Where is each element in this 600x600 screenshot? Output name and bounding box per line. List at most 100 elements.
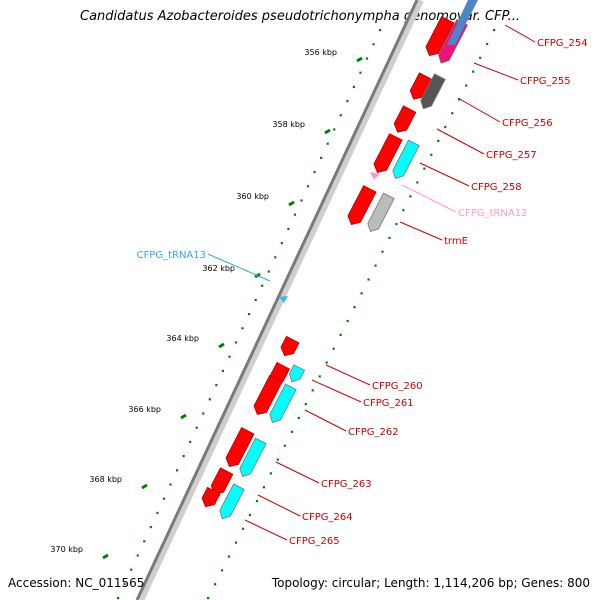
ruler-dot — [374, 264, 377, 267]
ruler-dot — [381, 250, 384, 253]
ruler-dot — [486, 42, 489, 46]
label-leader-line — [304, 409, 347, 432]
ruler-major-tick — [218, 342, 225, 349]
ruler-dot — [293, 213, 297, 216]
ruler-dot — [346, 100, 349, 103]
ruler-dot — [254, 298, 257, 301]
ruler-dot — [283, 444, 286, 447]
ruler-label-4: 364 kbp — [166, 334, 199, 343]
ruler-major-tick — [180, 413, 187, 420]
gene-layer — [201, 0, 478, 520]
ruler-dot — [234, 541, 238, 544]
feature-label-cfpg-258: CFPG_258 — [471, 182, 522, 193]
ruler-dot — [416, 181, 419, 184]
ruler-dot — [444, 125, 447, 129]
ruler-dot — [280, 242, 283, 245]
ruler-dot — [332, 347, 335, 350]
ruler-label-1: 358 kbp — [272, 120, 305, 129]
ruler-dot — [169, 483, 172, 486]
ruler-label-7: 370 kbp — [50, 545, 83, 554]
genome-summary-text: Topology: circular; Length: 1,114,206 bp… — [271, 576, 590, 590]
ruler-dot — [234, 341, 238, 344]
label-leader-line — [419, 162, 470, 187]
ruler-major-tick — [324, 128, 331, 135]
ruler-dot — [195, 426, 198, 429]
cds-forward-block — [373, 133, 403, 173]
ruler-dot — [493, 29, 496, 32]
ruler-dot — [306, 185, 310, 188]
feature-label-cfpg-255: CFPG_255 — [520, 76, 571, 87]
ruler-dot — [208, 398, 211, 401]
ruler-dot — [388, 236, 391, 240]
ruler-dot — [451, 112, 454, 115]
ruler-dot — [300, 199, 303, 202]
ruler-dot — [213, 583, 217, 586]
cds-reverse-block — [269, 383, 297, 424]
ruler-label-6: 368 kbp — [89, 475, 122, 484]
ruler-dot — [130, 568, 133, 571]
label-leader-line — [504, 24, 536, 43]
ruler-dot — [325, 361, 328, 364]
ruler-dot — [241, 527, 245, 530]
cds-reverse-block — [239, 437, 267, 478]
ruler-dot — [123, 582, 126, 585]
feature-label-cfpg-257: CFPG_257 — [486, 150, 537, 161]
ruler-dot — [117, 597, 120, 600]
label-leader-line — [473, 62, 519, 81]
label-leader-line — [401, 184, 457, 213]
cds-forward-block — [409, 72, 433, 100]
label-leader-line — [399, 221, 443, 241]
ruler-major-tick — [141, 483, 148, 490]
cds-forward-block — [280, 335, 300, 357]
ruler-dot — [359, 71, 362, 74]
ruler-dot — [207, 597, 210, 600]
feature-label-cfpg-261: CFPG_261 — [363, 398, 414, 409]
label-leader-line — [436, 128, 485, 155]
cds-reverse-block — [420, 73, 446, 110]
ruler-dot — [290, 430, 293, 433]
ruler-dot — [255, 500, 259, 503]
ruler-dot — [395, 222, 398, 226]
ruler-dot — [261, 284, 264, 287]
ruler-dot — [304, 403, 307, 406]
ruler-dot — [372, 43, 375, 46]
cds-forward-block — [210, 467, 234, 495]
ruler-dot — [365, 57, 369, 60]
ruler-dot — [248, 313, 251, 316]
ruler-dot — [287, 227, 290, 230]
ruler-dot — [333, 128, 336, 131]
ruler-dot — [472, 70, 475, 73]
ruler-dot — [379, 29, 382, 32]
ruler-dot — [175, 469, 179, 472]
ruler-dot — [241, 327, 244, 330]
label-leader-line — [207, 253, 271, 282]
label-leader-line — [325, 364, 371, 386]
ruler-dot — [248, 513, 252, 517]
cds-forward-block — [393, 105, 417, 133]
feature-label-cfpg-254: CFPG_254 — [537, 38, 588, 49]
feature-label-cfpg-263: CFPG_263 — [321, 479, 372, 490]
label-leader-line — [311, 379, 362, 403]
ruler-dot — [346, 319, 349, 323]
ruler-dot — [339, 114, 342, 117]
ruler-dot — [402, 209, 405, 212]
ruler-dot — [143, 540, 146, 543]
ruler-dot — [262, 486, 266, 489]
ruler-major-tick — [356, 56, 363, 63]
ruler-dot — [267, 270, 270, 273]
ruler-dot — [156, 511, 159, 514]
ruler-label-0: 356 kbp — [304, 48, 337, 57]
ruler-dot — [360, 292, 363, 295]
ruler-layer: 356 kbp 358 kbp 360 kbp 362 kbp 364 kbp 366 k… — [50, 29, 496, 600]
feature-label-cfpg-262: CFPG_262 — [348, 427, 399, 438]
ruler-dot — [297, 416, 300, 420]
cds-reverse-block — [219, 483, 245, 520]
ruler-dot — [202, 412, 205, 415]
ruler-label-2: 360 kbp — [236, 192, 269, 201]
ruler-dot — [367, 278, 370, 281]
feature-label-cfpg-264: CFPG_264 — [302, 512, 353, 523]
ruler-dot — [437, 139, 440, 143]
trna-mark — [370, 172, 380, 180]
